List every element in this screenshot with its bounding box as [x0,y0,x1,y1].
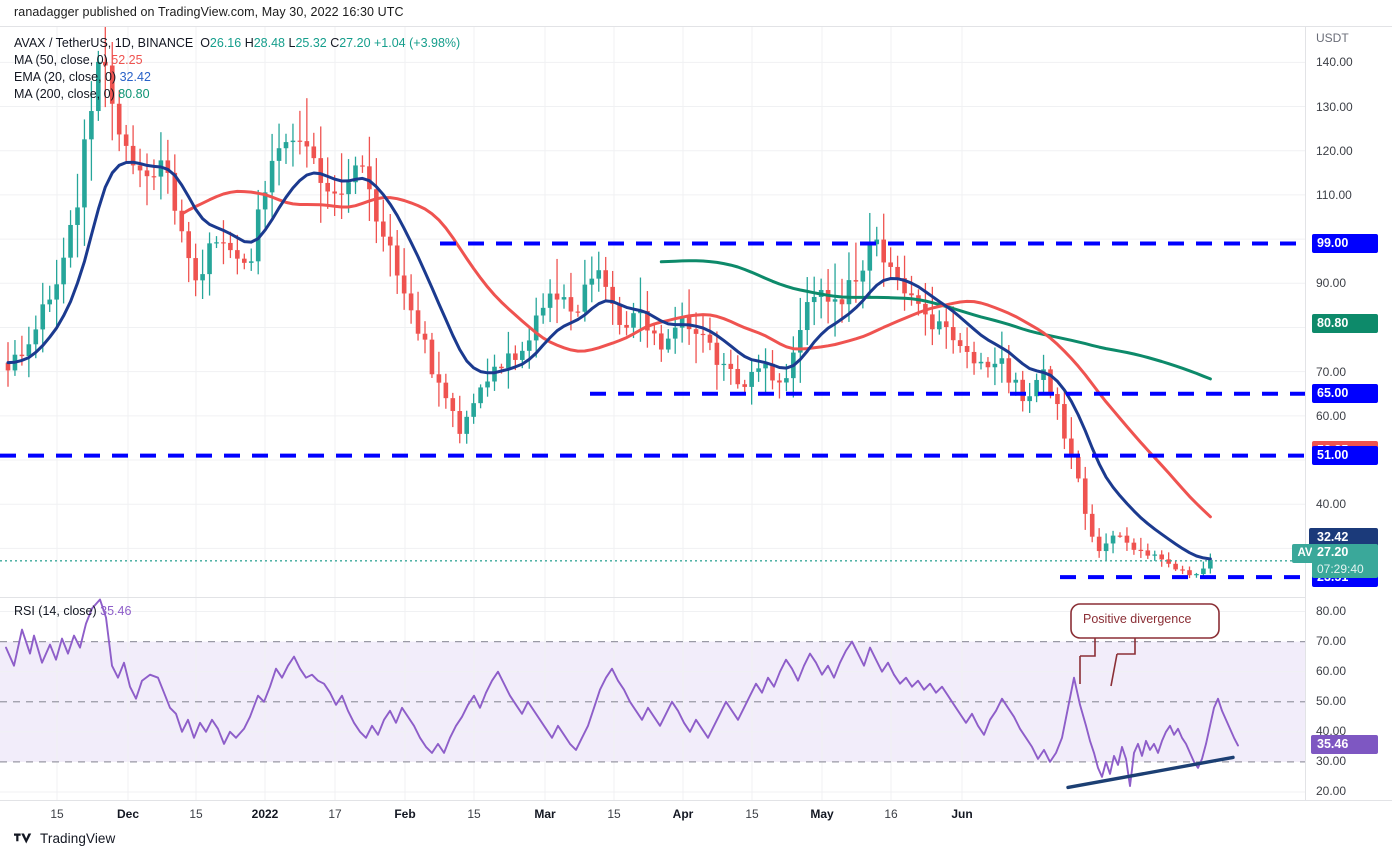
chart-panes: RSI (14, close) 35.46 AVAX / TetherUS, 1… [0,27,1305,800]
tradingview-footer: TradingView [14,831,115,846]
time-tick-16: 16 [884,807,898,821]
price-pane[interactable] [0,27,1305,597]
time-tick-2022: 2022 [251,807,279,821]
time-tick-mar: Mar [534,807,556,821]
time-tick-15: 15 [467,807,481,821]
price-chart-svg [0,27,1305,597]
rsi-tick-40-00: 40.00 [1316,723,1347,738]
time-tick-15: 15 [745,807,759,821]
current-price-countdown: 07:29:40 [1317,561,1364,576]
rsi-tick-80-00: 80.00 [1316,603,1347,618]
rsi-tick-20-00: 20.00 [1316,783,1347,798]
price-badge-51-00-value: 51.00 [1312,446,1378,466]
price-tick-120-00: 120.00 [1316,143,1353,158]
price-badge-80-80-value: 80.80 [1312,314,1378,334]
time-tick-15: 15 [607,807,621,821]
time-tick-jun: Jun [951,807,973,821]
price-tick-90-00: 90.00 [1316,276,1347,291]
chart-frame: RSI (14, close) 35.46 AVAX / TetherUS, 1… [0,26,1392,827]
price-axis[interactable]: USDT 140.00130.00120.00110.00100.0090.00… [1292,27,1392,800]
time-axis[interactable]: 15 Dec 15 2022 17 Feb 15 Mar 15 Apr 15 May 16 Jun [0,800,1392,827]
price-tick-60-00: 60.00 [1316,408,1347,423]
rsi-pane[interactable]: RSI (14, close) 35.46 [0,597,1305,800]
rsi-tick-30-00: 30.00 [1316,753,1347,768]
time-tick-15: 15 [50,807,64,821]
price-badge-99-00-value: 99.00 [1312,234,1378,253]
time-tick-feb: Feb [394,807,416,821]
price-tick-40-00: 40.00 [1316,497,1347,512]
axis-currency-unit: USDT [1316,31,1349,45]
time-tick-17: 17 [328,807,342,821]
price-tick-140-00: 140.00 [1316,55,1353,70]
current-price-value: 27.20 [1317,544,1349,559]
tradingview-logo-icon [14,833,32,844]
time-tick-15: 15 [189,807,203,821]
rsi-tick-60-00: 60.00 [1316,663,1347,678]
rsi-tick-70-00: 70.00 [1316,633,1347,648]
time-tick-dec: Dec [116,807,140,821]
current-price-value-block: 27.20 07:29:40 [1312,543,1378,578]
time-tick-apr: Apr [672,807,694,821]
price-tick-70-00: 70.00 [1316,364,1347,379]
time-tick-may: May [810,807,834,821]
price-tick-130-00: 130.00 [1316,99,1353,114]
tradingview-brand: TradingView [40,831,116,846]
rsi-chart-svg [0,598,1305,800]
rsi-badge-value: 35.46 [1312,734,1378,754]
rsi-tick-50-00: 50.00 [1316,693,1347,708]
price-badge-32-42-value: 32.42 [1312,528,1378,548]
attribution-text: ranadagger published on TradingView.com,… [14,5,404,19]
price-badge-65-00-value: 65.00 [1312,384,1378,404]
price-tick-110-00: 110.00 [1316,187,1352,202]
